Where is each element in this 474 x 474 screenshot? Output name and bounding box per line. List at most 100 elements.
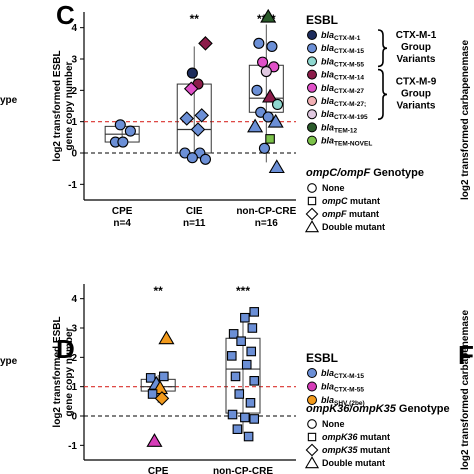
legend-title: ESBL [306,351,338,365]
legend-swatch [307,30,317,40]
legend-swatch [307,96,317,106]
data-point [249,307,260,317]
data-point [267,113,284,128]
legend-swatch [307,69,317,80]
x-category-label: non-CP-CRE [236,206,296,217]
legend-label: blaTEM-12 [321,122,358,134]
data-point [243,431,254,442]
data-point [247,323,258,333]
genotype-label: ompK36 mutant [322,432,390,442]
legend-swatch [307,109,317,120]
legend-label-base: bla [321,43,334,53]
legend-label-sub: CTX-M-15 [334,48,364,55]
data-point [241,359,252,370]
group-brace [377,29,388,68]
right-ylabel-top: log2 transformed carbapenemase [460,40,471,200]
legend-label: blaCTX-M-14 [321,70,364,82]
x-category-n: n=4 [113,218,131,229]
genotype-title-rest: Genotype [370,167,424,179]
data-point [234,389,245,399]
y-tick-label: 2 [71,353,77,364]
y-tick-label: 1 [71,382,77,393]
genotype-label-rest: mutant [360,445,390,455]
x-category-label: non-CP-CRE [213,466,273,474]
genotype-swatch [307,432,317,442]
group-label: Variants [397,100,436,111]
data-point [226,351,237,361]
genotype-label-rest: Double mutant [322,458,385,468]
data-point [260,65,272,78]
legend-swatch [307,82,317,93]
x-category-n: n=11 [183,218,206,229]
genotype-label-italic: ompC [322,196,350,206]
genotype-label: Double mutant [322,222,385,232]
data-point [114,119,126,131]
genotype-label-italic: ompK36 [322,432,360,442]
panel-letter-f: F [458,340,474,370]
data-point [271,98,284,110]
data-point [232,424,243,435]
legend-label-base: bla [321,96,334,106]
data-point [240,312,250,323]
legend-swatch [307,122,317,133]
y-tick-label: 0 [71,412,77,423]
legend-label: blaCTX-M-15 [321,43,364,55]
legend-swatch [307,56,317,67]
genotype-label: None [322,183,345,193]
legend-label-base: bla [321,109,334,119]
legend-label-sub: CTX-M-1 [334,35,361,42]
data-point [145,373,156,383]
genotype-swatch [307,196,317,206]
y-axis-label: log2 transformed ESBLgene copy number [52,316,75,427]
data-point [186,152,198,164]
legend-label: blaTEM-NOVEL [321,136,372,148]
genotype-label: ompC mutant [322,196,380,206]
data-point [159,371,169,382]
y-tick-label: -1 [68,441,77,452]
data-point [158,330,175,345]
significance-label: *** [236,284,250,298]
legend-label-sub: CTX-M-195 [334,114,368,121]
group-label: Group [401,42,431,53]
genotype-label-rest: None [322,419,345,429]
y-axis-label-line1: log2 transformed ESBL [52,316,63,427]
genotype-label: Double mutant [322,458,385,468]
x-category-label: CPE [148,466,169,474]
data-point [190,122,206,137]
genotype-legend-title: ompC/ompF Genotype [306,167,424,179]
legend-label: blaCTX-M-195 [321,109,368,121]
data-point [251,84,263,96]
legend-label-sub: CTX-M-14 [334,75,364,82]
genotype-label: ompF mutant [322,209,379,219]
group-label: Variants [397,54,436,65]
legend-title: ESBL [306,13,338,27]
genotype-label-rest: mutant [360,432,390,442]
legend-label-sub: TEM-NOVEL [334,141,372,148]
data-point [228,329,239,339]
legend-label-sub: CTX-M-55 [334,387,364,394]
y-tick-label: 0 [71,149,77,160]
legend-label: blaCTX-M-55 [321,56,364,68]
y-tick-label: 4 [71,23,77,34]
y-axis-label-line2: gene copy number [64,327,75,416]
legend-label: blaCTX-M-55 [321,382,364,394]
y-axis-label-line1: log2 transformed ESBL [52,50,63,161]
legend: ESBLblaCTX-M-1blaCTX-M-15blaCTX-M-55blaC… [304,13,437,233]
right-ylabel-bottom: log2 transformed carbapenemase [460,310,471,470]
panel-letter: C [56,0,75,30]
data-point [147,389,158,399]
genotype-label: None [322,419,345,429]
genotype-label-italic: ompK35 [322,445,360,455]
legend-swatch [307,43,317,54]
legend-label: blaCTX-M-27; [321,96,366,108]
y-tick-label: -1 [68,180,77,191]
group-brace [377,68,388,120]
genotype-title-rest: Genotype [396,403,450,415]
x-category-n: n=16 [255,218,279,229]
genotype-swatch [305,443,319,457]
legend-label: blaCTX-M-27 [321,83,364,95]
legend-label-base: bla [321,56,334,66]
y-tick-label: 2 [71,86,77,97]
